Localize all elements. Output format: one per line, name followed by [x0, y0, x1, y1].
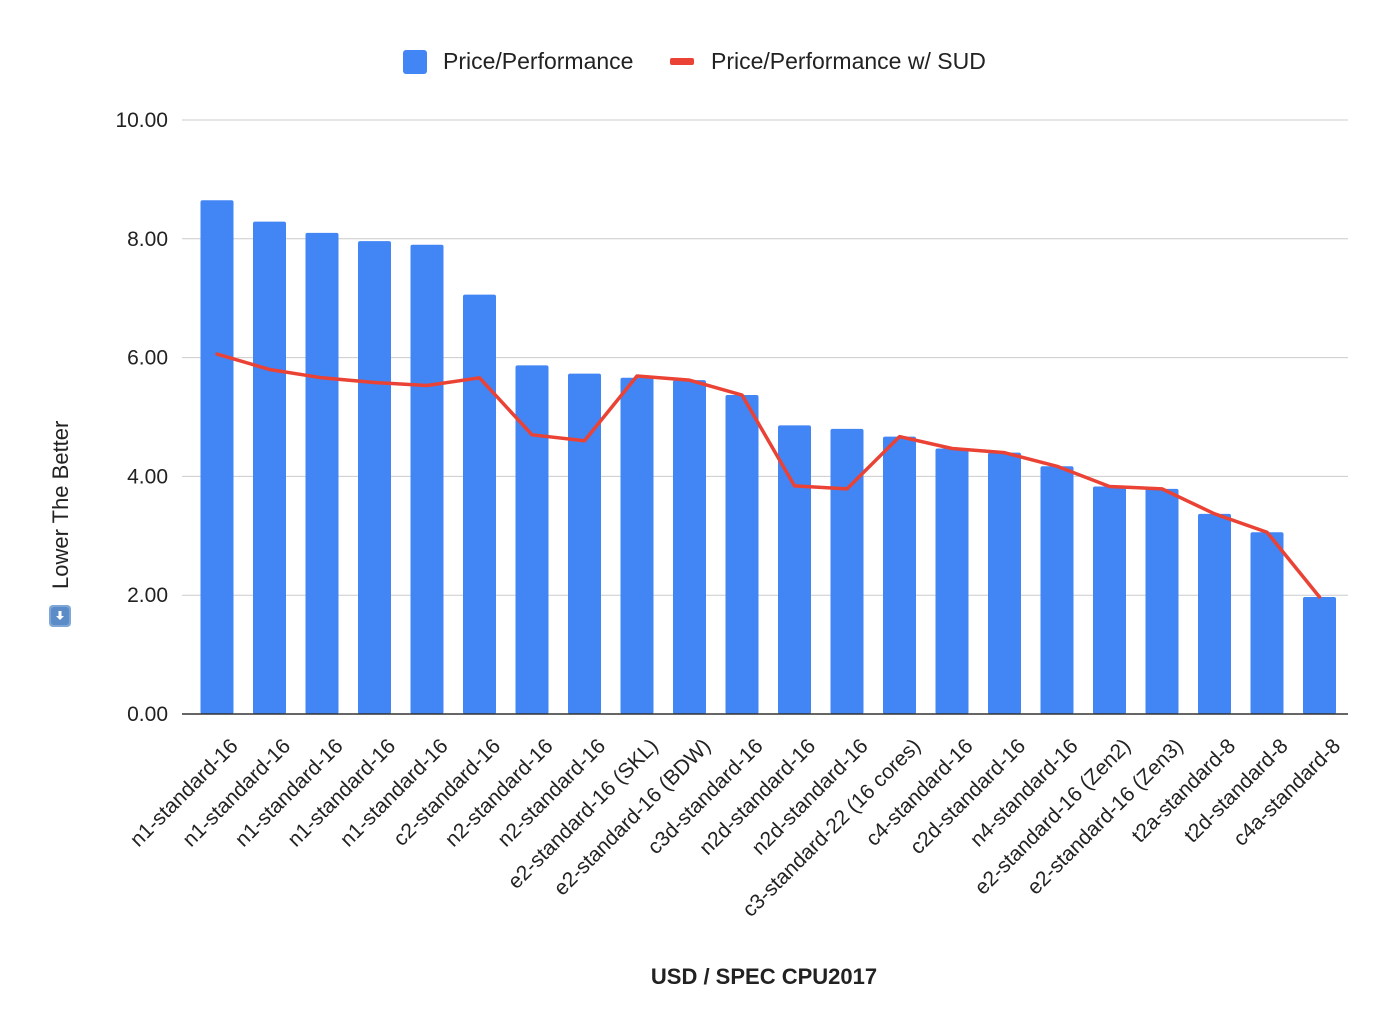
- y-tick-label: 0.00: [127, 703, 168, 726]
- bar: [725, 395, 759, 714]
- series-line-price-performance-sud: [215, 352, 1322, 599]
- y-tick-label: 8.00: [127, 228, 168, 251]
- y-axis-label: Lower The Better: [48, 421, 73, 589]
- bar: [305, 232, 339, 715]
- bar: [1145, 488, 1179, 714]
- legend-label-line: Price/Performance w/ SUD: [711, 48, 986, 74]
- legend-swatch-line: [670, 58, 694, 65]
- x-axis-title: USD / SPEC CPU2017: [651, 964, 877, 989]
- bar: [883, 436, 916, 714]
- y-tick-label: 6.00: [127, 347, 168, 370]
- y-axis-title: Lower The Better: [48, 421, 73, 627]
- y-tick-label: 2.00: [127, 584, 168, 607]
- bar: [830, 428, 864, 714]
- bar: [200, 200, 234, 714]
- bar: [935, 448, 969, 714]
- bar: [358, 241, 391, 714]
- bar: [1198, 513, 1231, 714]
- legend-label-bars: Price/Performance: [443, 48, 633, 74]
- bars: [200, 200, 1336, 715]
- legend: Price/Performance Price/Performance w/ S…: [403, 48, 986, 74]
- bar: [463, 294, 496, 714]
- bar: [988, 452, 1021, 714]
- bar: [1303, 596, 1336, 714]
- y-tick-label: 10.00: [115, 109, 168, 132]
- down-arrow-icon: [49, 605, 71, 627]
- bar: [620, 377, 654, 714]
- bar: [1250, 532, 1284, 714]
- bar: [568, 373, 601, 714]
- bar: [778, 425, 811, 714]
- y-tick-labels: 0.00 2.00 4.00 6.00 8.00 10.00: [115, 109, 168, 726]
- bar: [673, 380, 706, 714]
- x-tick-labels: n1-standard-16n1-standard-16n1-standard-…: [126, 734, 1345, 921]
- bar: [1093, 486, 1126, 714]
- legend-swatch-bars: [403, 50, 427, 74]
- bar: [410, 244, 444, 715]
- bar: [515, 365, 549, 714]
- y-tick-label: 4.00: [127, 465, 168, 488]
- bar: [253, 221, 286, 714]
- bar: [1040, 466, 1074, 714]
